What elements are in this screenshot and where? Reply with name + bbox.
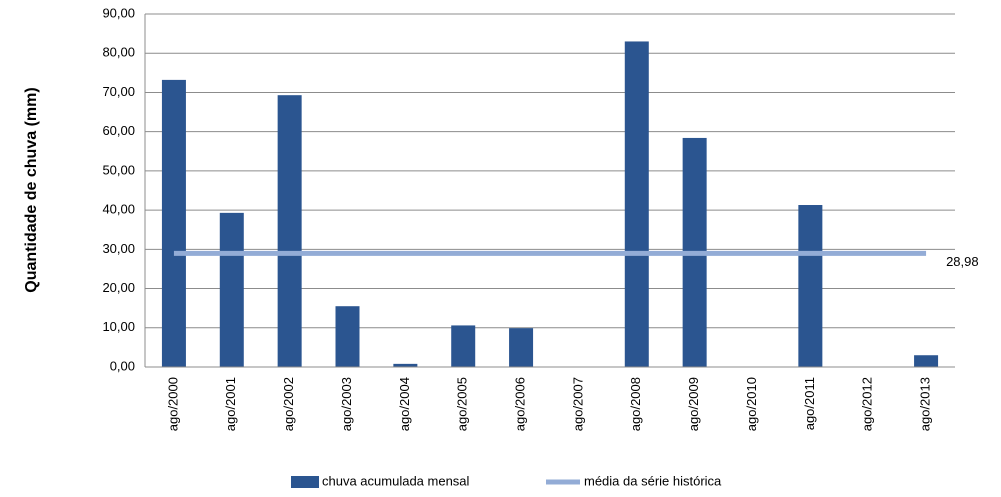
bar [798, 205, 823, 367]
bar [393, 363, 418, 367]
bar [219, 212, 244, 367]
x-tick-label: ago/2006 [513, 377, 528, 431]
x-tick-label: ago/2007 [570, 377, 585, 431]
bar [335, 306, 360, 367]
bar [451, 325, 476, 367]
x-tick-label: ago/2001 [223, 377, 238, 431]
legend-label: média da série histórica [584, 473, 722, 488]
x-tick-label: ago/2003 [339, 377, 354, 431]
x-tick-label: ago/2005 [455, 377, 470, 431]
y-tick-label: 30,00 [102, 241, 135, 256]
bar [914, 355, 939, 367]
bar [277, 95, 302, 367]
x-tick-label: ago/2010 [744, 377, 759, 431]
y-tick-label: 20,00 [102, 280, 135, 295]
x-tick-label: ago/2008 [628, 377, 643, 431]
x-tick-label: ago/2002 [281, 377, 296, 431]
y-axis-title: Quantidade de chuva (mm) [23, 87, 40, 292]
y-tick-label: 70,00 [102, 84, 135, 99]
y-tick-label: 40,00 [102, 202, 135, 217]
bar [161, 79, 186, 367]
y-tick-label: 90,00 [102, 5, 135, 20]
y-tick-label: 50,00 [102, 162, 135, 177]
x-tick-label: ago/2011 [802, 377, 817, 430]
y-tick-label: 60,00 [102, 123, 135, 138]
y-tick-label: 80,00 [102, 45, 135, 60]
y-tick-label: 10,00 [102, 319, 135, 334]
x-tick-label: ago/2013 [918, 377, 933, 431]
x-tick-label: ago/2009 [686, 377, 701, 431]
bar [624, 41, 649, 367]
legend-label: chuva acumulada mensal [322, 473, 470, 488]
x-tick-label: ago/2012 [860, 377, 875, 431]
legend-swatch [291, 476, 319, 488]
data-label: 28,98 [946, 254, 979, 269]
x-tick-label: ago/2004 [397, 377, 412, 431]
y-tick-label: 0,00 [110, 358, 135, 373]
x-tick-label: ago/2000 [165, 377, 180, 431]
bar [509, 328, 534, 367]
